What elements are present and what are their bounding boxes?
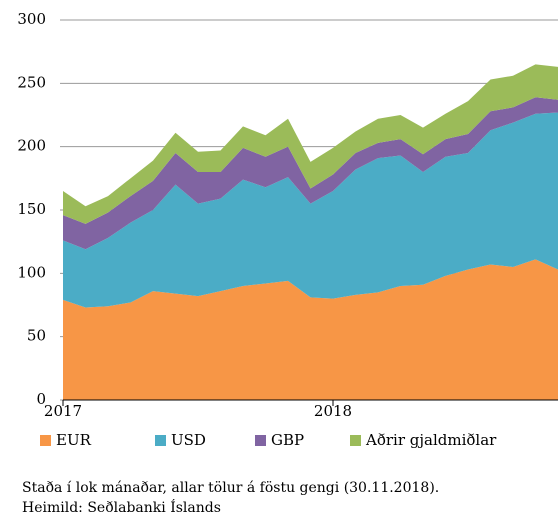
y-tick-label: 250 (17, 73, 46, 91)
source: Heimild: Seðlabanki Íslands (22, 498, 221, 515)
x-tick-label: 2018 (314, 402, 352, 420)
legend-swatch (155, 435, 166, 446)
y-tick-label: 0 (36, 390, 46, 408)
y-tick-label: 200 (17, 137, 46, 155)
legend-swatch (255, 435, 266, 446)
y-tick-label: 150 (17, 200, 46, 218)
y-tick-label: 300 (17, 10, 46, 28)
legend-label: Aðrir gjaldmiðlar (365, 431, 497, 449)
area (63, 259, 558, 400)
legend-swatch (350, 435, 361, 446)
note: Staða í lok mánaðar, allar tölur á föstu… (22, 480, 439, 496)
legend-label: EUR (56, 431, 92, 449)
area (63, 112, 558, 308)
area (63, 97, 558, 250)
y-tick-label: 50 (27, 327, 46, 345)
x-tick-label: 2017 (44, 402, 82, 420)
legend-label: USD (171, 431, 206, 449)
legend-swatch (40, 435, 51, 446)
area (63, 64, 558, 224)
legend-label: GBP (271, 431, 304, 449)
y-tick-label: 100 (17, 263, 46, 281)
